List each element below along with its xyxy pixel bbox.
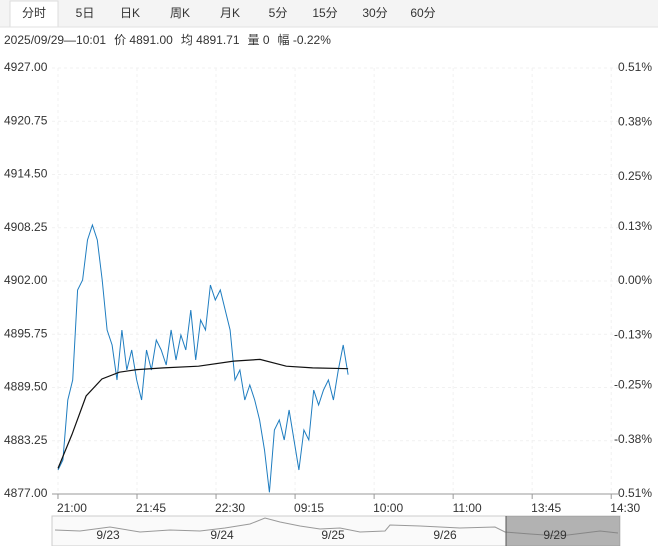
y-tick-label: 4914.50 — [4, 167, 48, 181]
info-item: 2025/09/29—10:01 — [4, 33, 106, 47]
y-tick-label: 4920.75 — [4, 113, 48, 127]
x-tick-label: 21:45 — [136, 501, 166, 515]
y-tick-label: 4902.00 — [4, 273, 48, 287]
y-tick-label: 4927.00 — [4, 60, 48, 74]
y2-tick-label: -0.13% — [614, 327, 652, 341]
y-tick-label: 4889.50 — [4, 380, 48, 394]
y2-tick-label: 0.13% — [618, 219, 652, 233]
price-line — [57, 358, 349, 469]
tab[interactable]: 日K — [120, 6, 140, 20]
tab[interactable]: 5分 — [269, 6, 288, 20]
x-tick-label: 21:00 — [57, 501, 87, 515]
tab[interactable]: 分时 — [22, 6, 46, 20]
tab[interactable]: 15分 — [312, 6, 337, 20]
tab[interactable]: 60分 — [410, 6, 435, 20]
tab[interactable]: 5日 — [76, 6, 95, 20]
navigator-label: 9/24 — [210, 528, 234, 542]
x-tick-label: 11:00 — [453, 501, 482, 515]
y2-tick-label: 0.51% — [618, 60, 652, 74]
tab[interactable]: 周K — [170, 6, 190, 20]
info-item: 幅 -0.22% — [278, 32, 332, 47]
navigator-label: 9/26 — [433, 528, 457, 542]
tab[interactable]: 30分 — [362, 6, 387, 20]
info-item: 价 4891.00 — [114, 33, 173, 47]
tab-bar — [0, 0, 658, 27]
x-tick-label: 22:30 — [215, 501, 245, 515]
y-tick-label: 4883.25 — [4, 433, 48, 447]
y2-tick-label: -0.38% — [614, 432, 652, 446]
navigator-selection[interactable] — [506, 516, 620, 546]
y-tick-label: 4895.75 — [4, 326, 48, 340]
y2-tick-label: -0.25% — [614, 378, 652, 392]
x-tick-label: 14:30 — [610, 501, 640, 515]
y2-tick-label: -0.51% — [614, 486, 652, 500]
x-tick-label: 10:00 — [373, 501, 403, 515]
x-tick-label: 09:15 — [294, 501, 324, 515]
navigator-label: 9/29 — [543, 528, 567, 542]
y2-tick-label: 0.00% — [618, 273, 652, 287]
y-tick-label: 4908.25 — [4, 220, 48, 234]
info-item: 量 0 — [248, 33, 270, 47]
tab[interactable]: 月K — [220, 6, 240, 20]
y2-tick-label: 0.38% — [618, 114, 652, 128]
x-tick-label: 13:45 — [531, 501, 561, 515]
navigator-label: 9/23 — [96, 528, 120, 542]
active-tab-bg — [9, 0, 59, 28]
price-line — [57, 223, 349, 493]
y2-tick-label: 0.25% — [618, 169, 652, 183]
info-item: 均 4891.71 — [181, 33, 240, 47]
navigator-label: 9/25 — [321, 528, 345, 542]
y-tick-label: 4877.00 — [4, 486, 48, 500]
